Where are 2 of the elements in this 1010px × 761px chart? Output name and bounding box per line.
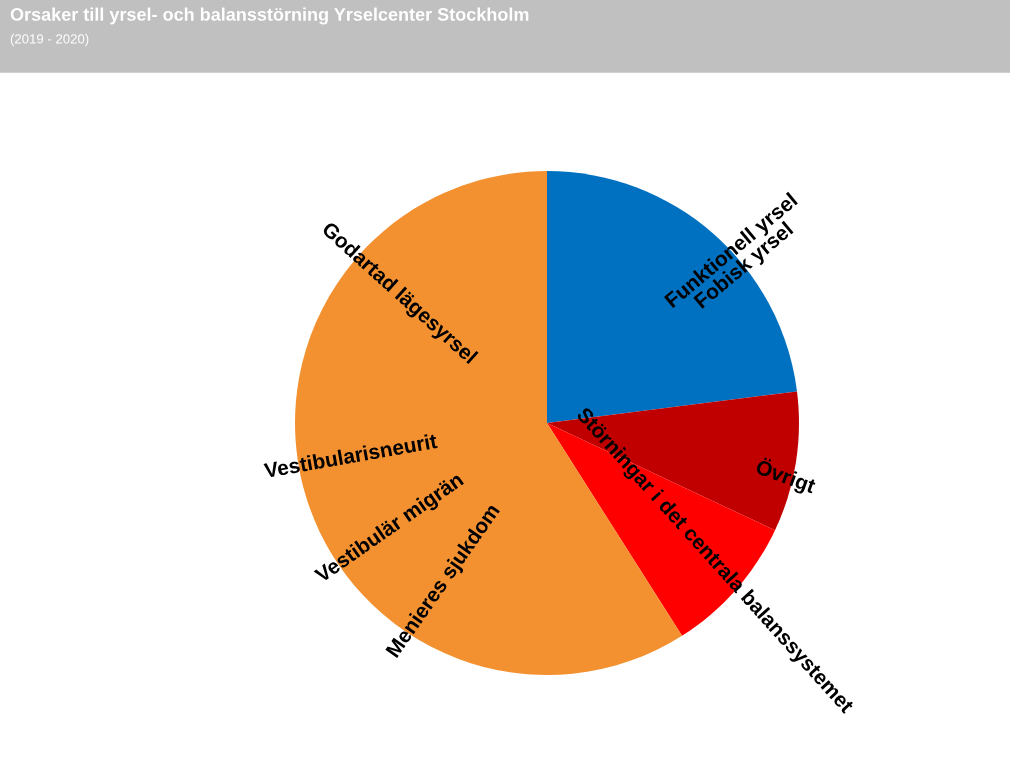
chart-title: Orsaker till yrsel- och balansstörning Yrselcenter Stockholm	[10, 7, 529, 25]
text: (2019 - 2020)	[10, 33, 89, 47]
